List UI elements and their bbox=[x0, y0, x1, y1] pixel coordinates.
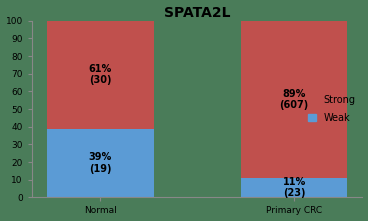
Bar bbox=[47, 21, 153, 128]
Text: 89%
(607): 89% (607) bbox=[279, 89, 309, 110]
Bar bbox=[241, 178, 347, 197]
Legend: Strong, Weak: Strong, Weak bbox=[306, 93, 358, 125]
Bar bbox=[241, 21, 347, 178]
Text: 11%
(23): 11% (23) bbox=[283, 177, 306, 198]
Bar bbox=[47, 128, 153, 197]
Text: 61%
(30): 61% (30) bbox=[89, 64, 112, 85]
Title: SPATA2L: SPATA2L bbox=[164, 6, 230, 19]
Text: 39%
(19): 39% (19) bbox=[89, 152, 112, 174]
